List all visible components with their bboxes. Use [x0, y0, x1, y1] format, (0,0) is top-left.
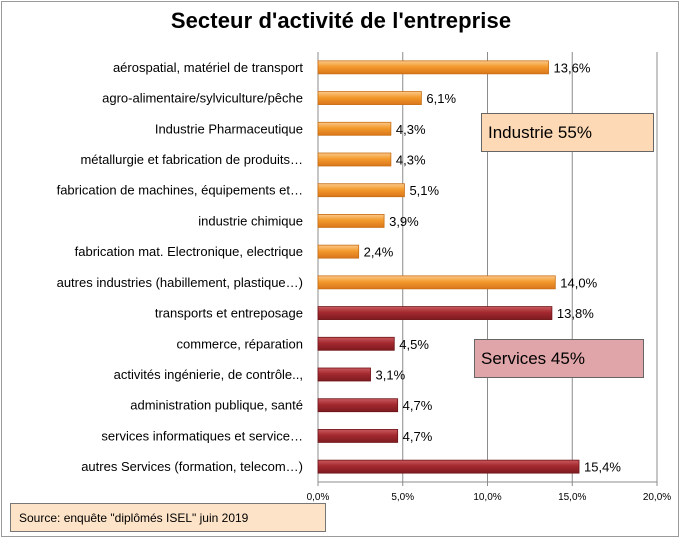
value-label: 3,9% — [389, 214, 419, 229]
category-label: fabrication mat. Electronique, electriqu… — [75, 244, 303, 259]
bar-services — [317, 367, 371, 382]
bar-services — [317, 429, 399, 443]
category-label: commerce, réparation — [177, 336, 303, 351]
value-label: 2,4% — [364, 245, 394, 260]
value-label: 13,6% — [554, 60, 591, 75]
bar-industrie — [317, 121, 392, 136]
bar-industrie — [317, 60, 549, 75]
value-label: 4,3% — [396, 153, 426, 168]
category-label: aérospatial, matériel de transport — [113, 60, 303, 75]
industrie-share-annotation: Industrie 55% — [481, 113, 654, 152]
bar-industrie — [317, 214, 385, 228]
x-tick-label: 5,0% — [391, 492, 414, 503]
chart-title: Secteur d'activité de l'entreprise — [170, 8, 512, 33]
bar-industrie — [317, 91, 422, 105]
category-label: services informatiques et service… — [101, 428, 303, 443]
category-label: transports et entreposage — [155, 306, 303, 321]
value-label: 13,8% — [557, 306, 594, 321]
value-label: 4,7% — [403, 429, 433, 444]
value-label: 4,7% — [403, 398, 433, 413]
bar-industrie — [317, 183, 405, 198]
category-label: administration publique, santé — [130, 398, 303, 413]
x-tick-label: 15,0% — [558, 492, 586, 503]
category-label: Industrie Pharmaceutique — [155, 121, 303, 136]
value-label: 3,1% — [376, 368, 406, 383]
bar-industrie — [317, 244, 360, 259]
bar-services — [317, 459, 580, 474]
x-tick-label: 10,0% — [473, 492, 501, 503]
category-label: industrie chimique — [198, 213, 303, 228]
category-label: fabrication de machines, équipements et… — [57, 183, 303, 198]
x-tick-label: 20,0% — [643, 492, 671, 503]
gridlines — [317, 52, 658, 486]
bar-industrie — [317, 152, 392, 167]
bars — [317, 60, 580, 474]
category-label: agro-alimentaire/sylviculture/pêche — [102, 91, 303, 106]
labels: 0,0% 5,0% 10,0% 15,0% 20,0% aérospatial, maté… — [57, 60, 672, 503]
value-label: 14,0% — [560, 275, 597, 290]
x-tick-label: 0,0% — [307, 492, 330, 503]
bar-services — [317, 306, 553, 320]
source-note: Source: enquête "diplômés ISEL" juin 201… — [10, 503, 326, 532]
value-label: 5,1% — [409, 183, 439, 198]
bar-services — [317, 398, 399, 413]
value-label: 6,1% — [426, 91, 456, 106]
bar-industrie — [317, 275, 556, 290]
services-share-annotation: Services 45% — [474, 339, 644, 378]
category-label: autres Services (formation, telecom…) — [81, 459, 303, 474]
value-label: 4,3% — [396, 122, 426, 137]
category-label: métallurgie et fabrication de produits… — [80, 152, 303, 167]
category-label: autres industries (habillement, plastiqu… — [57, 275, 303, 290]
bar-services — [317, 336, 395, 351]
category-label: activités ingénierie, de contrôle.., — [114, 367, 303, 382]
value-label: 4,5% — [399, 337, 429, 352]
value-label: 15,4% — [584, 460, 621, 475]
